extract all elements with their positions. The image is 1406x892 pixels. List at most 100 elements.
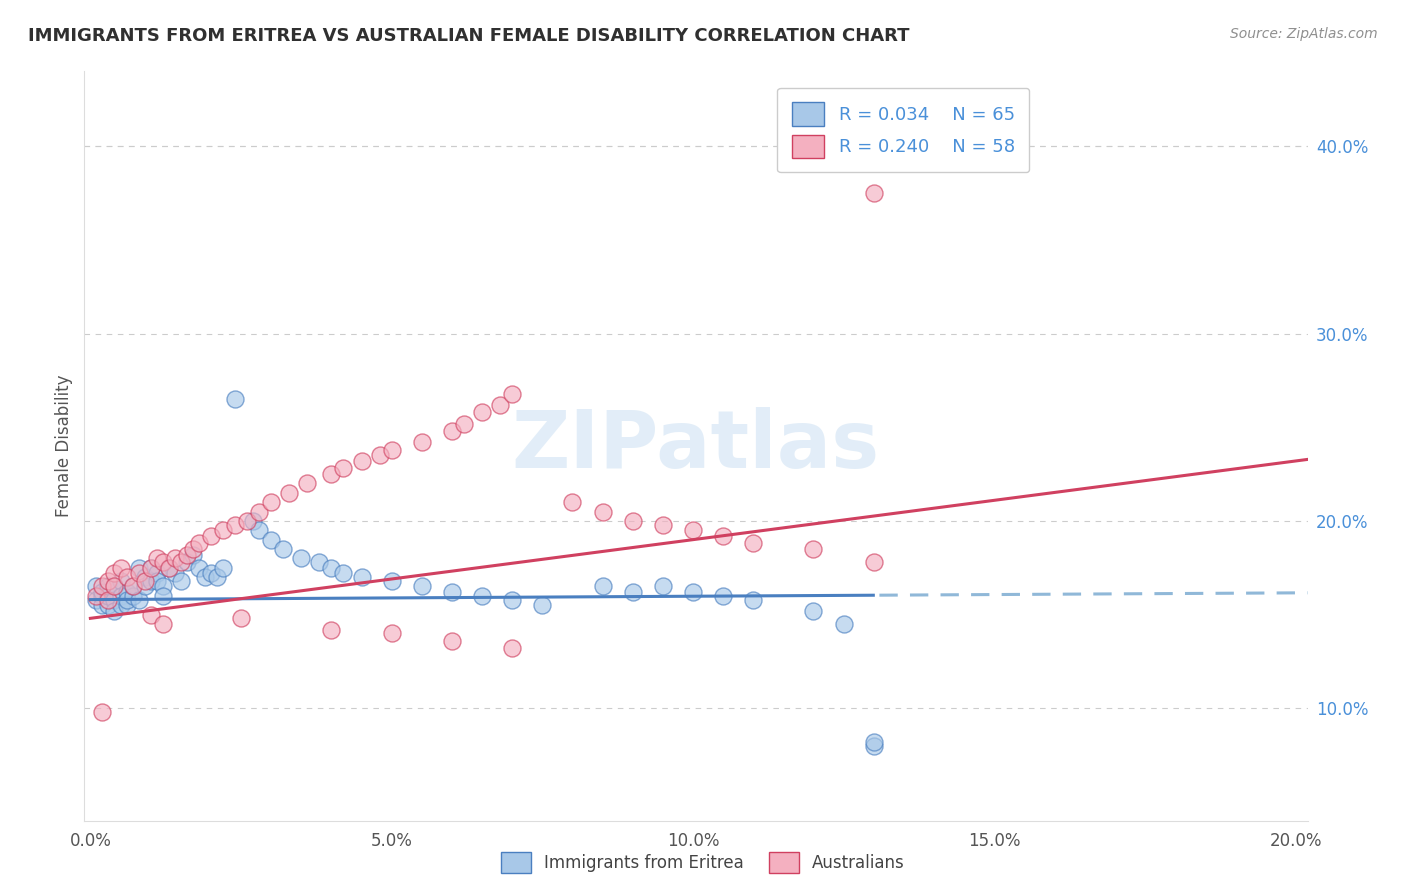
Point bbox=[152, 589, 174, 603]
Legend: R = 0.034    N = 65, R = 0.240    N = 58: R = 0.034 N = 65, R = 0.240 N = 58 bbox=[778, 88, 1029, 172]
Point bbox=[97, 574, 120, 588]
Point bbox=[411, 580, 433, 594]
Point bbox=[139, 561, 162, 575]
Point bbox=[862, 555, 884, 569]
Point bbox=[91, 580, 114, 594]
Point bbox=[103, 580, 125, 594]
Point bbox=[271, 542, 294, 557]
Point bbox=[97, 589, 120, 603]
Point bbox=[103, 580, 125, 594]
Point bbox=[86, 580, 108, 594]
Point bbox=[308, 555, 330, 569]
Point bbox=[134, 574, 156, 588]
Point bbox=[115, 592, 138, 607]
Point bbox=[200, 529, 222, 543]
Point bbox=[91, 599, 114, 613]
Text: Source: ZipAtlas.com: Source: ZipAtlas.com bbox=[1230, 27, 1378, 41]
Point bbox=[350, 454, 373, 468]
Point bbox=[139, 561, 162, 575]
Point bbox=[128, 561, 150, 575]
Point bbox=[86, 592, 108, 607]
Point bbox=[152, 617, 174, 632]
Point bbox=[91, 705, 114, 719]
Point bbox=[139, 607, 162, 622]
Point bbox=[803, 542, 825, 557]
Point bbox=[489, 398, 512, 412]
Point bbox=[440, 424, 463, 438]
Point bbox=[212, 561, 235, 575]
Point bbox=[187, 561, 209, 575]
Point bbox=[110, 574, 132, 588]
Point bbox=[115, 570, 138, 584]
Point bbox=[194, 570, 217, 584]
Point bbox=[297, 476, 319, 491]
Point bbox=[381, 442, 404, 457]
Point bbox=[651, 580, 673, 594]
Point bbox=[128, 592, 150, 607]
Point bbox=[621, 585, 644, 599]
Point bbox=[247, 505, 270, 519]
Point bbox=[592, 505, 614, 519]
Text: IMMIGRANTS FROM ERITREA VS AUSTRALIAN FEMALE DISABILITY CORRELATION CHART: IMMIGRANTS FROM ERITREA VS AUSTRALIAN FE… bbox=[28, 27, 910, 45]
Point bbox=[862, 186, 884, 201]
Point bbox=[278, 486, 301, 500]
Point bbox=[205, 570, 228, 584]
Point bbox=[803, 604, 825, 618]
Point bbox=[181, 542, 204, 557]
Point bbox=[242, 514, 264, 528]
Point bbox=[110, 561, 132, 575]
Point bbox=[321, 623, 343, 637]
Point bbox=[501, 592, 523, 607]
Legend: Immigrants from Eritrea, Australians: Immigrants from Eritrea, Australians bbox=[495, 846, 911, 880]
Point bbox=[163, 566, 186, 581]
Point bbox=[862, 739, 884, 753]
Y-axis label: Female Disability: Female Disability bbox=[55, 375, 73, 517]
Point bbox=[115, 585, 138, 599]
Point bbox=[110, 589, 132, 603]
Point bbox=[260, 533, 283, 547]
Point bbox=[832, 617, 855, 632]
Point bbox=[157, 561, 180, 575]
Point bbox=[91, 585, 114, 599]
Point bbox=[290, 551, 312, 566]
Point bbox=[742, 592, 765, 607]
Point bbox=[115, 599, 138, 613]
Point bbox=[229, 611, 252, 625]
Point bbox=[145, 566, 167, 581]
Point bbox=[128, 566, 150, 581]
Point bbox=[187, 536, 209, 550]
Point bbox=[97, 592, 120, 607]
Point bbox=[711, 589, 734, 603]
Point bbox=[236, 514, 259, 528]
Point bbox=[86, 589, 108, 603]
Point bbox=[471, 405, 494, 419]
Text: ZIPatlas: ZIPatlas bbox=[512, 407, 880, 485]
Point bbox=[139, 574, 162, 588]
Point bbox=[110, 599, 132, 613]
Point bbox=[121, 580, 143, 594]
Point bbox=[181, 548, 204, 562]
Point bbox=[440, 585, 463, 599]
Point bbox=[471, 589, 494, 603]
Point bbox=[453, 417, 475, 431]
Point bbox=[332, 461, 354, 475]
Point bbox=[224, 392, 246, 407]
Point bbox=[682, 585, 704, 599]
Point bbox=[321, 561, 343, 575]
Point bbox=[163, 551, 186, 566]
Point bbox=[531, 599, 554, 613]
Point bbox=[411, 435, 433, 450]
Point bbox=[440, 633, 463, 648]
Point bbox=[103, 604, 125, 618]
Point bbox=[711, 529, 734, 543]
Point bbox=[501, 386, 523, 401]
Point bbox=[103, 592, 125, 607]
Point bbox=[651, 517, 673, 532]
Point bbox=[152, 555, 174, 569]
Point bbox=[176, 555, 198, 569]
Point bbox=[170, 574, 193, 588]
Point bbox=[862, 735, 884, 749]
Point bbox=[350, 570, 373, 584]
Point bbox=[621, 514, 644, 528]
Point bbox=[260, 495, 283, 509]
